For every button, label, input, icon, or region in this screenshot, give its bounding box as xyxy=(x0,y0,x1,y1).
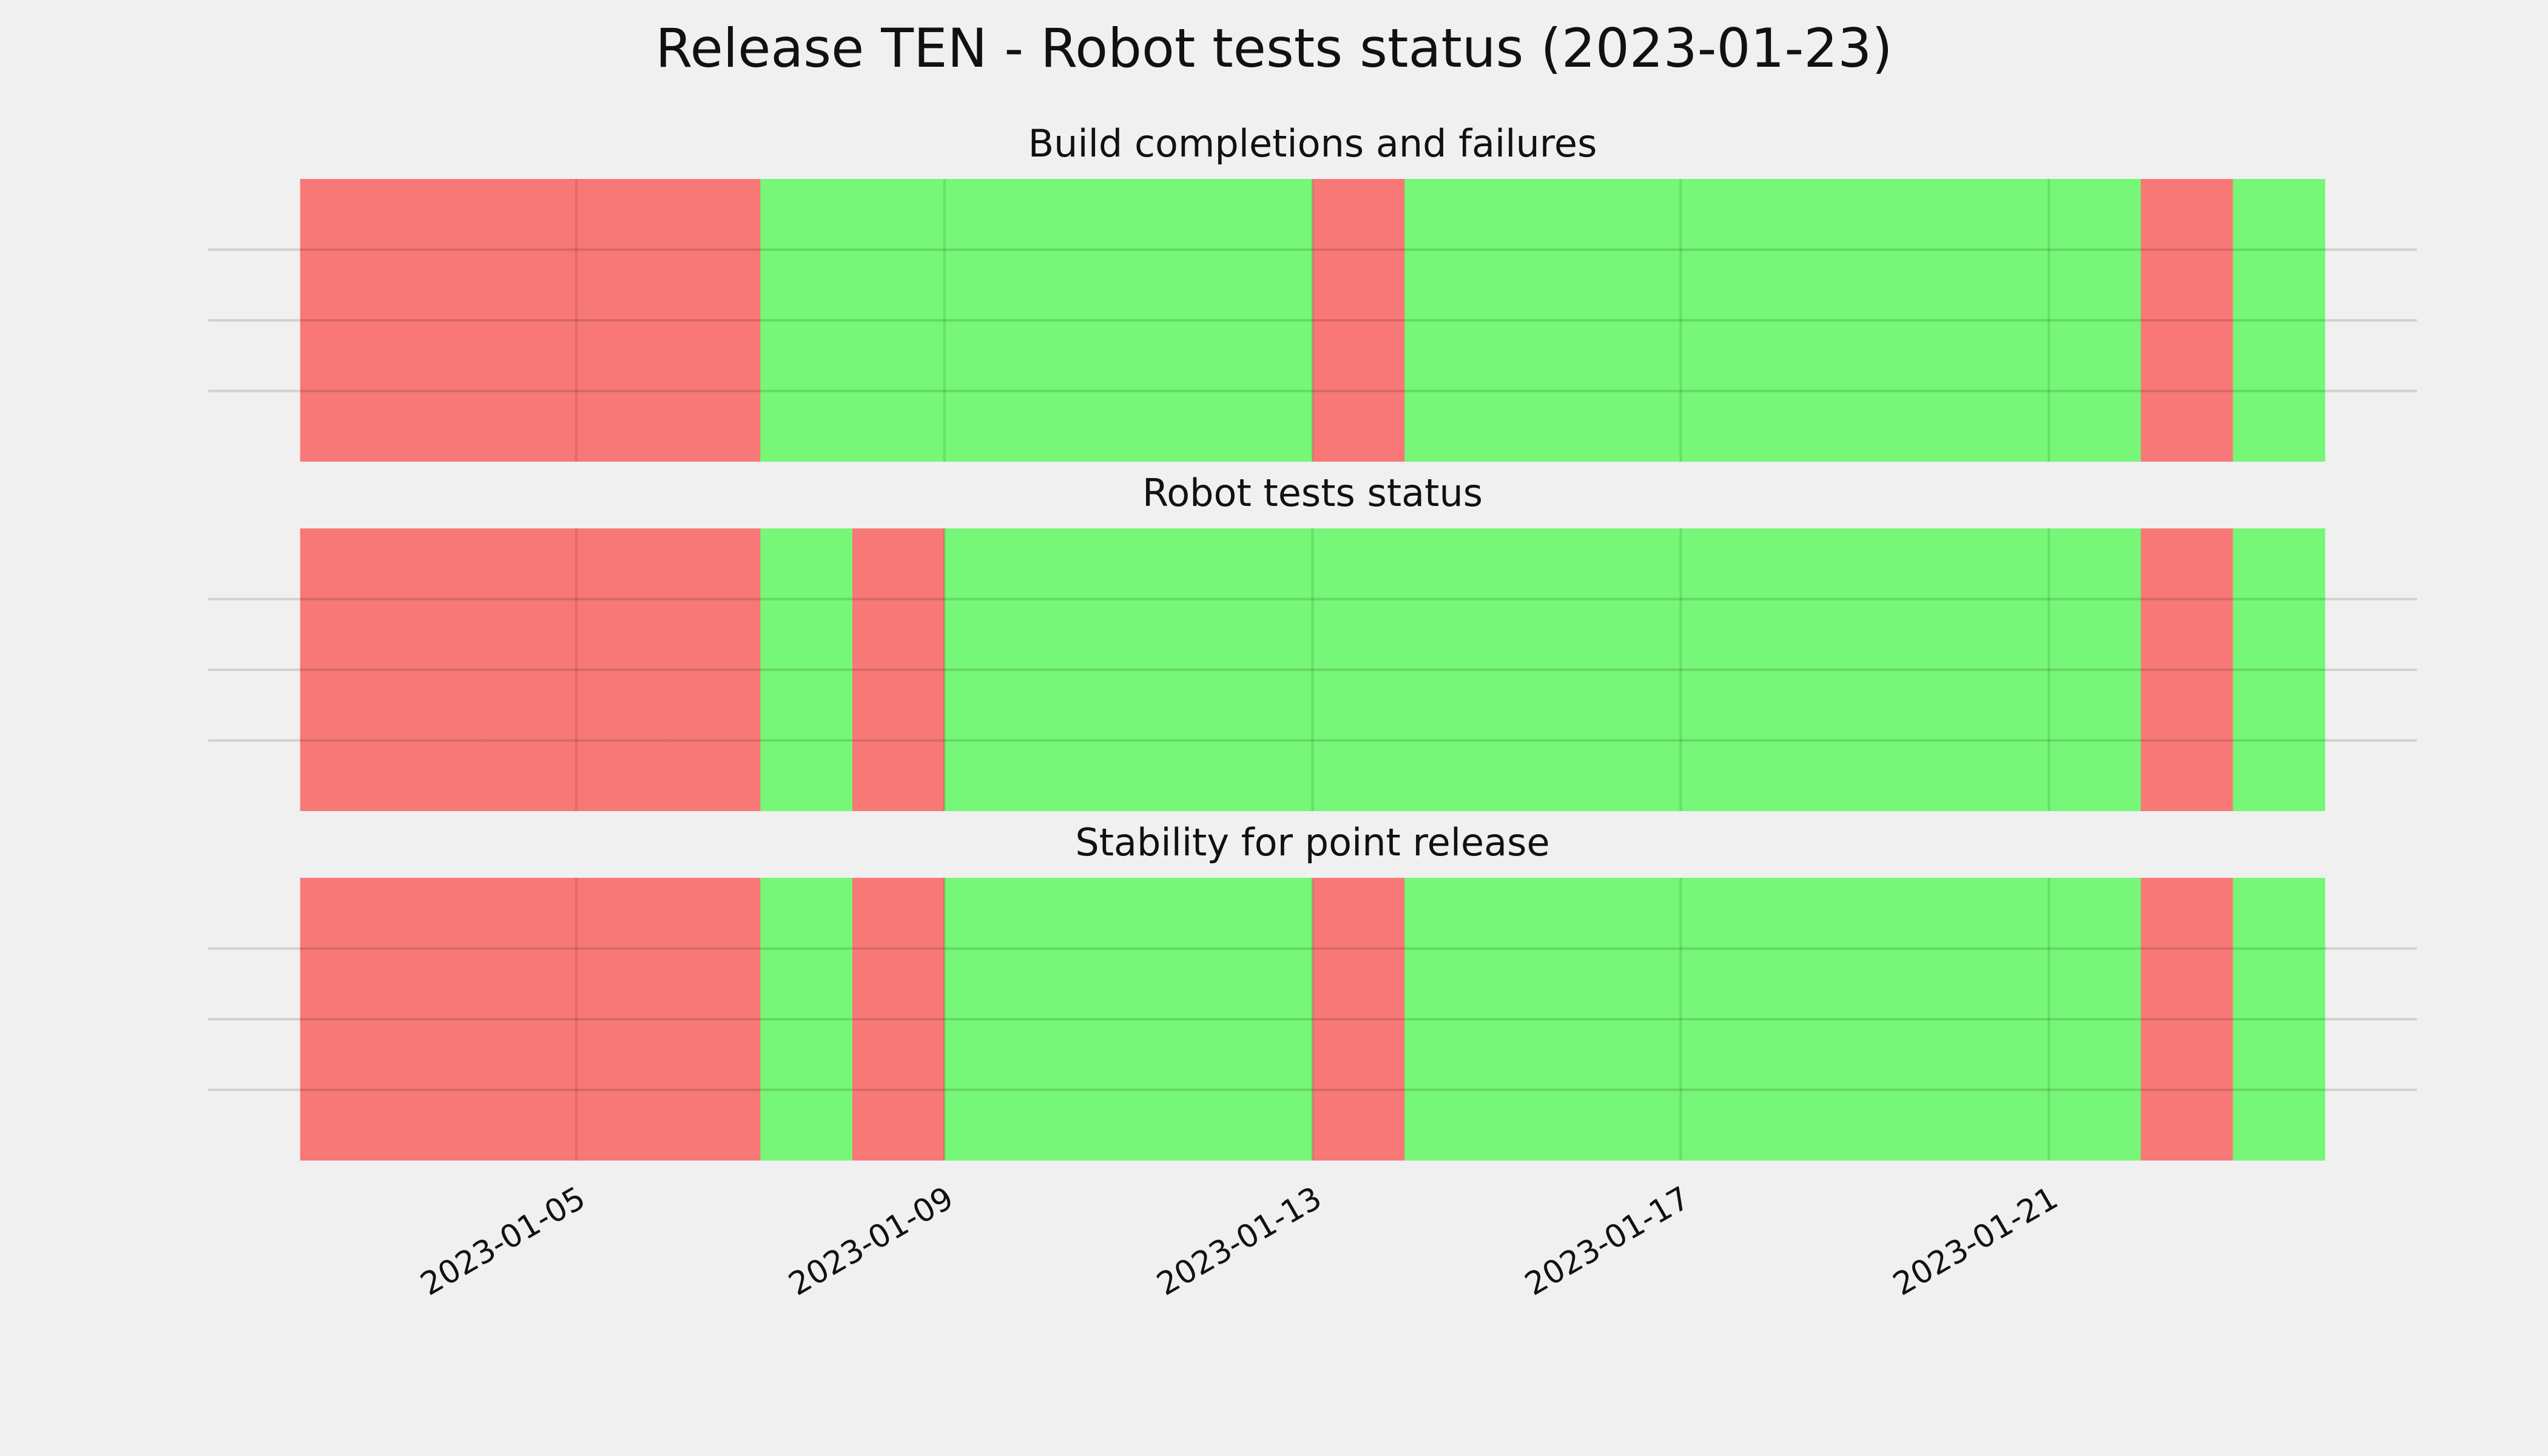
status-band xyxy=(1956,179,2049,462)
status-band xyxy=(760,528,853,811)
status-band xyxy=(1220,528,1313,811)
status-band xyxy=(484,528,577,811)
status-band xyxy=(300,528,393,811)
status-band xyxy=(852,528,945,811)
status-band xyxy=(300,878,393,1161)
status-band xyxy=(392,878,485,1161)
status-band xyxy=(1404,179,1497,462)
status-band xyxy=(1404,878,1497,1161)
status-band xyxy=(1680,179,1773,462)
status-band xyxy=(1128,528,1221,811)
status-band xyxy=(852,179,945,462)
status-band xyxy=(1128,179,1221,462)
status-band xyxy=(484,179,577,462)
status-band xyxy=(2049,179,2142,462)
status-band xyxy=(1773,179,1866,462)
status-band xyxy=(668,179,761,462)
status-band xyxy=(2140,528,2234,811)
status-band xyxy=(668,528,761,811)
subplot-title: Stability for point release xyxy=(1075,820,1549,864)
status-band xyxy=(1312,179,1405,462)
status-band xyxy=(576,528,669,811)
status-band xyxy=(1680,878,1773,1161)
status-band xyxy=(944,528,1037,811)
status-band xyxy=(1956,528,2049,811)
status-band xyxy=(2140,179,2234,462)
status-band xyxy=(2233,878,2325,1161)
status-band xyxy=(1404,528,1497,811)
status-band xyxy=(668,878,761,1161)
status-band xyxy=(1036,179,1129,462)
status-band xyxy=(1588,878,1681,1161)
status-band xyxy=(1773,878,1866,1161)
status-band xyxy=(392,179,485,462)
status-band xyxy=(2049,878,2142,1161)
status-band xyxy=(1773,528,1866,811)
status-band xyxy=(484,878,577,1161)
status-band xyxy=(300,179,393,462)
status-band xyxy=(392,528,485,811)
status-band xyxy=(760,878,853,1161)
status-band xyxy=(852,878,945,1161)
status-band xyxy=(2233,179,2325,462)
status-band xyxy=(1128,878,1221,1161)
status-band xyxy=(1312,528,1405,811)
status-band xyxy=(2233,528,2325,811)
status-band xyxy=(1864,528,1957,811)
status-band xyxy=(1220,179,1313,462)
status-band xyxy=(1864,179,1957,462)
status-band xyxy=(1680,528,1773,811)
status-band xyxy=(1588,179,1681,462)
status-band xyxy=(1496,878,1589,1161)
status-band xyxy=(2140,878,2234,1161)
status-band xyxy=(1312,878,1405,1161)
status-band xyxy=(1496,179,1589,462)
status-band xyxy=(1036,878,1129,1161)
status-band xyxy=(1496,528,1589,811)
status-band xyxy=(760,179,853,462)
subplot-title: Robot tests status xyxy=(1142,471,1483,515)
status-band xyxy=(1956,878,2049,1161)
status-band xyxy=(576,878,669,1161)
status-band xyxy=(2049,528,2142,811)
status-band xyxy=(1588,528,1681,811)
status-band xyxy=(1864,878,1957,1161)
subplot-title: Build completions and failures xyxy=(1028,121,1597,166)
chart-title: Release TEN - Robot tests status (2023-0… xyxy=(655,17,1892,79)
status-band xyxy=(944,179,1037,462)
status-band xyxy=(1036,528,1129,811)
status-band xyxy=(576,179,669,462)
status-band xyxy=(1220,878,1313,1161)
status-band xyxy=(944,878,1037,1161)
